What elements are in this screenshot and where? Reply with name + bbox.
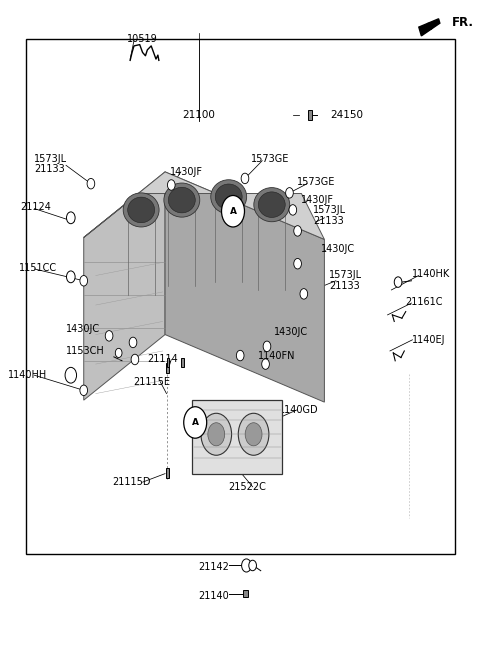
Circle shape — [241, 559, 251, 572]
Circle shape — [80, 276, 87, 286]
Circle shape — [289, 205, 297, 215]
Polygon shape — [165, 172, 324, 402]
Text: 21161C: 21161C — [406, 297, 443, 307]
Text: 1430JC: 1430JC — [274, 327, 308, 337]
Circle shape — [115, 348, 122, 358]
Text: 21140: 21140 — [199, 590, 229, 601]
Ellipse shape — [258, 192, 285, 218]
Text: 1573JL
21133: 1573JL 21133 — [329, 270, 362, 291]
Circle shape — [208, 422, 225, 446]
Circle shape — [263, 341, 271, 352]
Polygon shape — [419, 19, 440, 36]
Text: 24150: 24150 — [330, 110, 363, 120]
Ellipse shape — [123, 193, 159, 227]
Bar — [167, 358, 169, 367]
Bar — [308, 110, 312, 120]
Text: 1430JC: 1430JC — [321, 244, 355, 255]
Text: 1140HK: 1140HK — [411, 269, 450, 279]
Text: 1140HH: 1140HH — [8, 370, 47, 380]
Circle shape — [286, 188, 293, 198]
Circle shape — [65, 367, 76, 383]
Circle shape — [394, 277, 402, 287]
Polygon shape — [84, 172, 324, 239]
Text: 1430JF: 1430JF — [170, 167, 203, 177]
Circle shape — [184, 407, 207, 438]
Circle shape — [87, 178, 95, 189]
Text: 1573JL
21133: 1573JL 21133 — [35, 154, 68, 174]
Circle shape — [261, 413, 269, 424]
Text: 1153CH: 1153CH — [66, 346, 105, 356]
Text: 21115E: 21115E — [133, 377, 170, 387]
Text: 1140GD: 1140GD — [278, 405, 318, 415]
Polygon shape — [84, 172, 165, 400]
Text: 21100: 21100 — [182, 110, 215, 120]
Ellipse shape — [128, 197, 155, 222]
Text: 10519: 10519 — [127, 34, 157, 45]
Bar — [166, 363, 169, 373]
Text: 1140EJ: 1140EJ — [411, 335, 445, 345]
Text: 25124D: 25124D — [200, 407, 239, 417]
Circle shape — [168, 180, 175, 190]
Bar — [166, 468, 169, 478]
Circle shape — [294, 226, 301, 236]
Circle shape — [300, 289, 308, 299]
Circle shape — [105, 331, 113, 341]
Text: 21115D: 21115D — [112, 477, 151, 487]
Text: A: A — [192, 418, 199, 427]
Ellipse shape — [254, 188, 290, 222]
Circle shape — [236, 350, 244, 361]
Circle shape — [201, 413, 231, 455]
Bar — [181, 358, 184, 367]
Circle shape — [245, 422, 262, 446]
Circle shape — [241, 173, 249, 184]
Circle shape — [249, 560, 256, 571]
Circle shape — [294, 258, 301, 269]
Text: 21119B: 21119B — [233, 442, 271, 453]
Ellipse shape — [215, 184, 242, 210]
Polygon shape — [192, 400, 282, 474]
Text: 21142: 21142 — [199, 562, 229, 573]
Text: 1573GE: 1573GE — [251, 154, 289, 164]
Ellipse shape — [164, 183, 200, 217]
Text: A: A — [229, 207, 237, 216]
Text: 1573JL
21133: 1573JL 21133 — [313, 205, 347, 226]
Circle shape — [129, 337, 137, 348]
Text: 1573GE: 1573GE — [297, 177, 335, 188]
Circle shape — [238, 413, 269, 455]
Text: 1140FN: 1140FN — [258, 350, 296, 361]
Bar — [26, 39, 455, 554]
Bar — [238, 441, 247, 461]
Circle shape — [80, 385, 87, 396]
Circle shape — [67, 271, 75, 283]
Circle shape — [262, 359, 269, 369]
Text: 21114: 21114 — [147, 354, 178, 365]
Circle shape — [131, 354, 139, 365]
Text: 1430JF: 1430JF — [301, 195, 335, 205]
Bar — [243, 590, 248, 597]
Circle shape — [222, 195, 244, 227]
Text: 21522C: 21522C — [228, 482, 266, 492]
Text: FR.: FR. — [452, 16, 474, 30]
Ellipse shape — [168, 188, 195, 213]
Text: 1151CC: 1151CC — [19, 262, 57, 273]
Circle shape — [67, 212, 75, 224]
Text: 21124: 21124 — [20, 201, 51, 212]
Ellipse shape — [211, 180, 247, 214]
Text: 1430JC: 1430JC — [66, 324, 100, 335]
